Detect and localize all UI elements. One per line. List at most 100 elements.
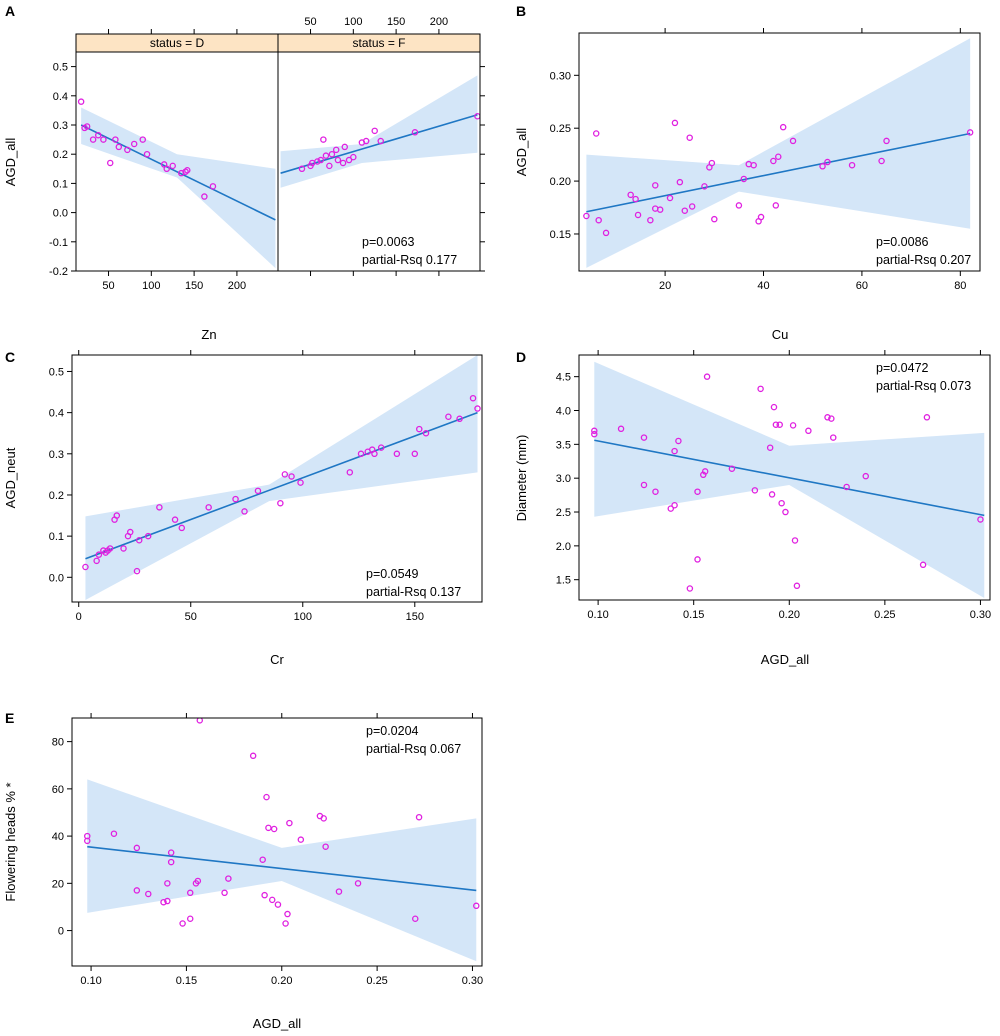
x-tick-label: 0.15 bbox=[176, 975, 197, 987]
data-point bbox=[686, 134, 693, 141]
data-point bbox=[632, 195, 639, 203]
partial-rsq-label: partial-Rsq 0.067 bbox=[366, 742, 461, 756]
data-point bbox=[445, 413, 452, 420]
data-point bbox=[828, 415, 835, 422]
data-point bbox=[354, 880, 362, 887]
data-point bbox=[332, 146, 340, 154]
x-tick-label: 100 bbox=[344, 16, 362, 28]
data-point bbox=[341, 143, 349, 151]
data-point bbox=[334, 156, 342, 164]
y-tick-label: 0.2 bbox=[53, 149, 68, 161]
data-point bbox=[422, 429, 430, 437]
data-point bbox=[583, 212, 590, 220]
y-tick-label: 60 bbox=[52, 784, 64, 796]
data-point bbox=[757, 213, 765, 221]
x-tick-label: 100 bbox=[142, 280, 160, 292]
x-axis-title: Zn bbox=[201, 327, 216, 342]
data-point bbox=[703, 373, 711, 380]
plot-frame bbox=[71, 717, 483, 967]
data-point bbox=[127, 528, 134, 536]
confidence-band bbox=[85, 355, 478, 600]
data-point bbox=[298, 165, 306, 173]
data-point bbox=[320, 136, 327, 143]
x-tick-label: 80 bbox=[954, 280, 966, 292]
x-tick-label: 0 bbox=[76, 611, 82, 623]
y-tick-label: 0.0 bbox=[53, 208, 68, 220]
y-tick-label: 0.20 bbox=[550, 176, 571, 188]
plot-frame bbox=[277, 51, 481, 272]
data-point bbox=[371, 127, 378, 135]
fit-line bbox=[594, 439, 985, 517]
y-tick-label: 4.5 bbox=[556, 372, 571, 384]
data-point bbox=[89, 136, 97, 143]
data-point bbox=[735, 202, 743, 209]
x-tick-label: 200 bbox=[430, 16, 448, 28]
data-point bbox=[254, 487, 262, 495]
confidence-band bbox=[594, 361, 985, 598]
data-point bbox=[474, 112, 480, 120]
x-tick-label: 200 bbox=[228, 280, 246, 292]
data-point bbox=[322, 843, 329, 850]
data-point bbox=[139, 136, 147, 143]
data-point bbox=[277, 499, 284, 507]
data-point bbox=[130, 140, 138, 148]
data-point bbox=[339, 159, 347, 167]
plot-area bbox=[84, 718, 480, 962]
y-tick-label: 0.1 bbox=[53, 178, 68, 190]
data-point bbox=[143, 150, 151, 158]
x-axis-title: Cr bbox=[270, 652, 284, 667]
x-tick-label: 20 bbox=[659, 280, 671, 292]
data-point bbox=[393, 450, 401, 458]
data-point bbox=[196, 718, 204, 724]
data-point bbox=[627, 191, 634, 199]
y-axis-title: AGD_neut bbox=[3, 447, 18, 508]
data-point bbox=[848, 161, 856, 169]
data-point bbox=[169, 162, 176, 170]
data-point bbox=[789, 137, 797, 145]
data-point bbox=[314, 158, 321, 165]
data-point bbox=[751, 487, 759, 494]
data-point bbox=[694, 556, 701, 563]
data-point bbox=[83, 123, 91, 130]
y-tick-label: 0.30 bbox=[550, 70, 571, 82]
data-point bbox=[416, 425, 423, 433]
data-point bbox=[284, 910, 291, 918]
data-point bbox=[249, 752, 257, 760]
data-point bbox=[106, 159, 114, 167]
data-point bbox=[263, 793, 270, 801]
confidence-band bbox=[586, 38, 971, 268]
data-point bbox=[474, 405, 481, 412]
data-point bbox=[473, 902, 480, 910]
data-point bbox=[824, 158, 831, 166]
x-axis-title: Cu bbox=[772, 327, 789, 342]
data-point bbox=[766, 444, 774, 451]
data-point bbox=[186, 889, 194, 897]
data-point bbox=[591, 430, 598, 438]
partial-rsq-label: partial-Rsq 0.177 bbox=[362, 253, 457, 267]
data-point bbox=[415, 813, 423, 821]
panel-a: status = D status = F 50 100 150 200 50 100 150 2… bbox=[3, 3, 485, 342]
p-value-label: p=0.0086 bbox=[876, 235, 929, 249]
x-tick-label: 150 bbox=[387, 16, 405, 28]
data-point bbox=[100, 136, 107, 143]
data-point bbox=[156, 504, 163, 511]
data-point bbox=[770, 157, 777, 165]
y-tick-label: 0.5 bbox=[53, 62, 68, 74]
data-point bbox=[124, 146, 131, 154]
x-tick-label: 0.25 bbox=[874, 609, 895, 621]
y-tick-label: 2.5 bbox=[556, 507, 571, 519]
data-point bbox=[805, 427, 812, 435]
data-point bbox=[95, 131, 102, 139]
data-point bbox=[241, 508, 248, 515]
confidence-band bbox=[280, 75, 478, 188]
data-point bbox=[328, 150, 336, 158]
y-tick-label: 0.4 bbox=[49, 408, 64, 420]
data-point bbox=[179, 920, 186, 927]
data-point bbox=[819, 163, 826, 170]
p-value-label: p=0.0549 bbox=[366, 567, 419, 581]
data-point bbox=[317, 156, 325, 164]
data-point bbox=[711, 215, 718, 223]
data-point bbox=[282, 920, 289, 927]
data-point bbox=[634, 211, 642, 219]
data-point bbox=[824, 414, 831, 421]
